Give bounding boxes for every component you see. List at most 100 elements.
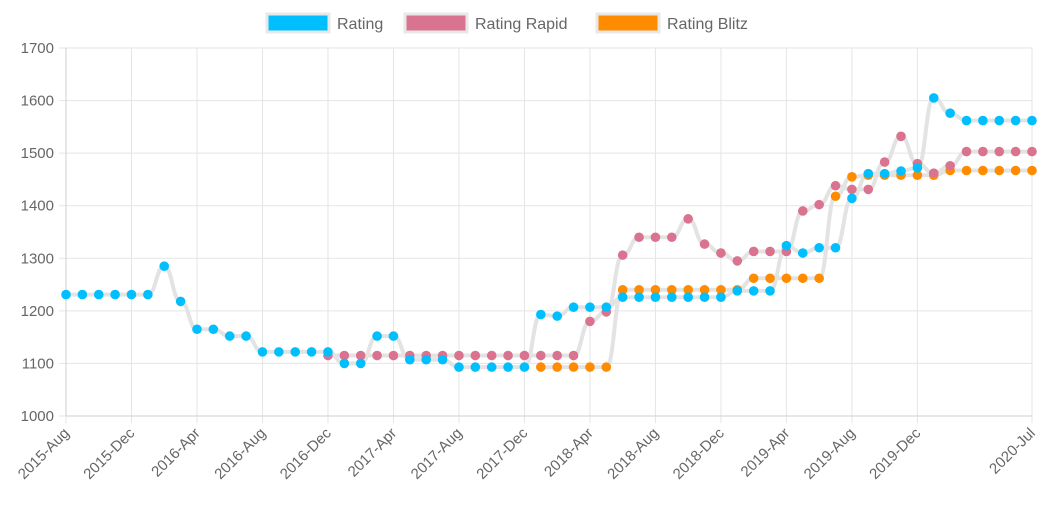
point-rating xyxy=(93,289,104,300)
point-rating xyxy=(765,286,775,296)
legend-swatch-rating-rapid xyxy=(403,12,469,34)
point-rating xyxy=(797,248,808,258)
point-rating xyxy=(159,261,170,271)
point-rating xyxy=(536,309,546,320)
point-rating xyxy=(928,93,939,103)
point-rating xyxy=(847,193,857,204)
point-rating-blitz xyxy=(961,165,972,176)
point-rating xyxy=(61,289,71,300)
point-rating xyxy=(77,289,88,300)
point-rating xyxy=(388,331,399,341)
point-rating-rapid xyxy=(945,160,955,171)
point-rating xyxy=(175,296,186,307)
point-rating-blitz xyxy=(814,273,824,284)
point-rating-blitz xyxy=(978,165,988,176)
point-rating xyxy=(863,168,874,179)
y-tick-label: 1600 xyxy=(21,93,54,110)
point-rating-rapid xyxy=(486,350,497,361)
x-tick-label: 2019-Aug xyxy=(801,425,859,483)
point-rating-blitz xyxy=(536,362,546,372)
x-tick-label: 2016-Dec xyxy=(277,424,335,482)
point-rating-rapid xyxy=(928,168,939,178)
point-rating xyxy=(257,347,268,357)
point-rating xyxy=(241,331,251,341)
point-rating xyxy=(143,289,153,300)
point-rating-blitz xyxy=(568,362,579,372)
point-rating-blitz xyxy=(830,191,841,202)
point-rating-blitz xyxy=(666,285,677,295)
x-tick-label: 2015-Aug xyxy=(15,425,73,483)
point-rating xyxy=(879,168,890,179)
point-rating xyxy=(552,311,562,321)
point-rating-blitz xyxy=(781,273,792,284)
legend-swatch-rating-blitz xyxy=(595,12,661,34)
point-rating xyxy=(830,242,841,253)
point-rating-blitz xyxy=(699,285,710,295)
point-rating-rapid xyxy=(1010,146,1021,157)
x-tick-label: 2015-Dec xyxy=(80,424,138,482)
point-rating-rapid xyxy=(978,146,988,157)
legend-label-rating-blitz: Rating Blitz xyxy=(667,16,748,33)
point-rating xyxy=(306,347,317,357)
point-rating-rapid xyxy=(536,350,546,361)
point-rating-rapid xyxy=(470,350,481,361)
point-rating xyxy=(355,358,366,369)
point-rating xyxy=(814,242,824,253)
point-rating-rapid xyxy=(454,350,464,361)
point-rating-rapid xyxy=(339,350,350,361)
point-rating-blitz xyxy=(847,172,857,182)
point-rating xyxy=(437,354,448,365)
x-tick-label: 2018-Dec xyxy=(670,424,728,482)
point-rating xyxy=(666,292,677,302)
point-rating-blitz xyxy=(912,170,923,181)
point-rating-rapid xyxy=(814,199,824,210)
point-rating-blitz xyxy=(994,165,1005,176)
point-rating-rapid xyxy=(683,214,693,224)
point-rating xyxy=(568,302,579,312)
point-rating xyxy=(126,289,137,300)
point-rating xyxy=(339,358,350,369)
point-rating-blitz xyxy=(601,362,612,372)
point-rating-rapid xyxy=(372,350,382,361)
point-rating xyxy=(470,362,481,372)
point-rating xyxy=(224,331,235,341)
x-tick-label: 2020-Jul xyxy=(986,425,1039,478)
y-tick-label: 1000 xyxy=(21,408,54,425)
point-rating xyxy=(945,108,955,118)
point-rating-rapid xyxy=(716,248,726,258)
x-tick-label: 2017-Aug xyxy=(408,425,466,483)
point-rating-rapid xyxy=(617,250,628,260)
point-rating-blitz xyxy=(765,273,775,284)
point-rating xyxy=(781,240,792,251)
point-rating-rapid xyxy=(1027,146,1037,157)
point-rating-rapid xyxy=(748,246,759,257)
point-rating xyxy=(290,347,301,357)
point-rating xyxy=(274,347,284,357)
point-rating xyxy=(961,115,972,126)
series-line-rating-rapid xyxy=(326,134,1034,358)
point-rating-blitz xyxy=(650,285,661,295)
point-rating xyxy=(896,166,906,176)
point-rating-rapid xyxy=(519,350,530,361)
point-rating-rapid xyxy=(879,157,890,167)
point-rating-rapid xyxy=(961,146,972,157)
point-rating-blitz xyxy=(797,273,808,284)
point-rating-blitz xyxy=(552,362,562,372)
point-rating xyxy=(716,292,726,302)
point-rating-rapid xyxy=(355,350,366,361)
point-rating-rapid xyxy=(650,232,661,243)
y-tick-label: 1100 xyxy=(22,355,54,372)
point-rating xyxy=(192,324,202,335)
point-rating xyxy=(699,292,710,302)
point-rating-rapid xyxy=(863,184,874,195)
point-rating-rapid xyxy=(994,146,1005,157)
point-rating-blitz xyxy=(1027,165,1037,176)
point-rating xyxy=(683,292,693,302)
y-tick-label: 1400 xyxy=(21,198,54,215)
point-rating-rapid xyxy=(732,256,743,266)
point-rating xyxy=(732,286,743,296)
point-rating xyxy=(994,115,1005,126)
point-rating xyxy=(748,286,759,296)
